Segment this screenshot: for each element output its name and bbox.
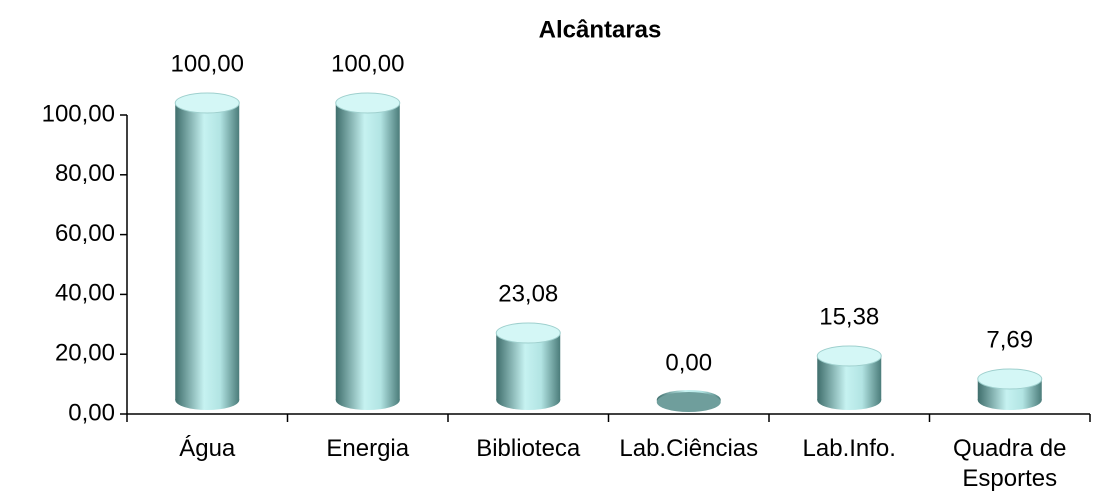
x-tick-label: Biblioteca [476,435,581,462]
y-tick-label: 0,00 [68,399,115,426]
x-tick-label: Água [179,435,236,462]
value-label: 100,00 [331,50,404,77]
bar-bottom [496,390,561,410]
bar-bottom [335,390,400,410]
value-label: 15,38 [819,303,879,330]
bar [335,103,400,400]
bar [496,332,561,400]
value-label: 100,00 [171,50,244,77]
y-tick-label: 20,00 [55,340,115,367]
x-tick-label: Energia [326,435,410,462]
bar-bottom [817,390,882,410]
bar-top [335,92,401,114]
bar-top [495,322,561,344]
bar-top [656,392,721,412]
y-tick-label: 80,00 [55,160,115,187]
bar-top [977,368,1043,390]
value-label: 23,08 [498,280,558,307]
y-tick-label: 100,00 [42,100,115,127]
bar-top [816,345,882,367]
x-tick-label: Lab.Info. [802,435,896,462]
bar-bottom [175,390,240,410]
value-label: 0,00 [665,349,712,376]
x-tick-label: Quadra de Esportes [953,435,1067,492]
value-label: 7,69 [986,326,1033,353]
bar-top [174,92,240,114]
y-tick-label: 60,00 [55,220,115,247]
bar [175,103,240,400]
y-tick-label: 40,00 [55,280,115,307]
chart-title: Alcântaras [539,16,662,43]
x-tick-label: Lab.Ciências [619,435,759,462]
bar-bottom [977,390,1042,410]
